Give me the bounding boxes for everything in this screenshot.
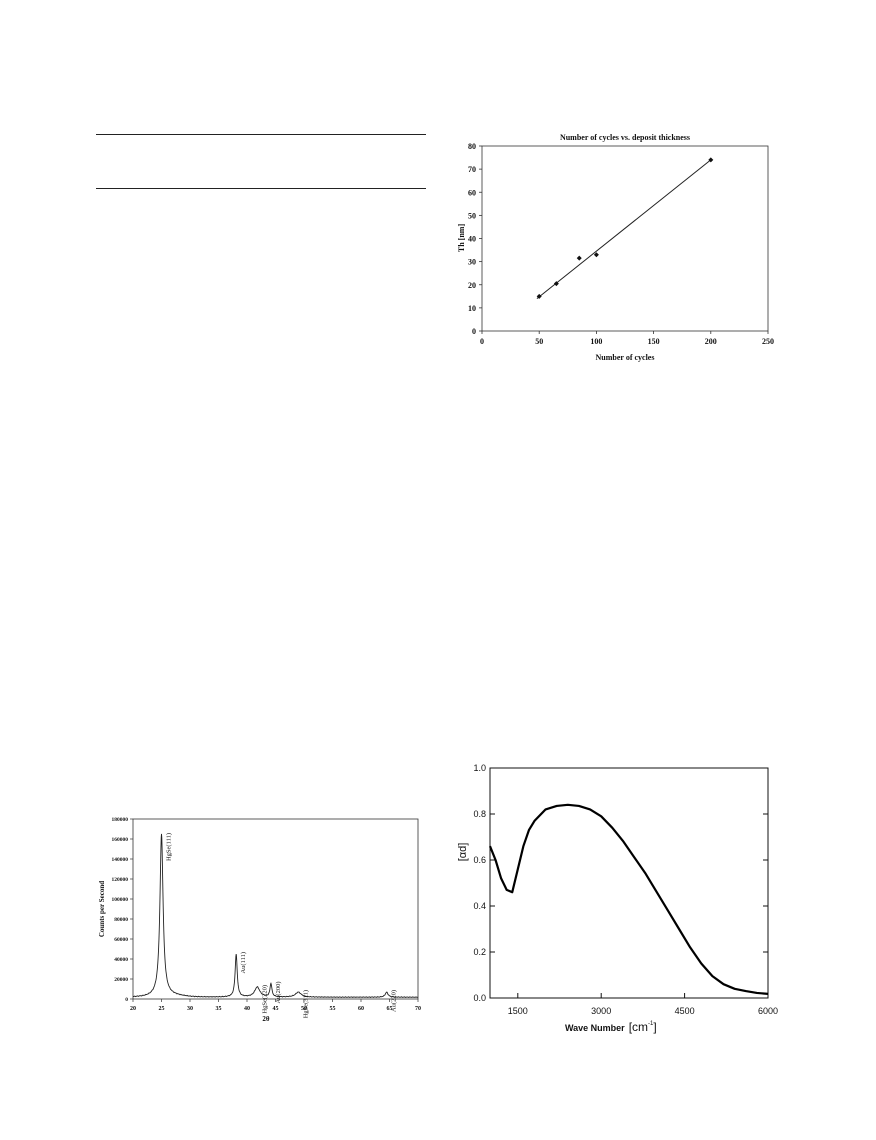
absorption-xlabel: Wave Number [cm-1] — [565, 1020, 657, 1034]
absorption-curve — [488, 803, 769, 995]
thickness-xtick-label: 150 — [648, 337, 660, 346]
absorption-ytick-label: 0.8 — [473, 809, 486, 819]
xrd-xtick-label: 40 — [244, 1006, 250, 1012]
xrd-xtick-label: 35 — [216, 1006, 222, 1012]
thickness-data-point — [593, 252, 599, 258]
thickness-xtick-label: 200 — [705, 337, 717, 346]
xrd-ytick-label: 60000 — [114, 937, 128, 943]
xrd-xtick-label: 70 — [415, 1006, 421, 1012]
xrd-ylabel: Counts per Second — [98, 881, 106, 937]
thickness-xtick-label: 100 — [590, 337, 602, 346]
xrd-xtick-label: 60 — [358, 1006, 364, 1012]
xrd-plot-frame — [132, 818, 419, 1000]
svg-text:Wave Number[cm-1]: Wave Number [cm-1] — [565, 1020, 657, 1034]
xrd-xtick-label: 65 — [387, 1006, 393, 1012]
xrd-xtick-label: 50 — [301, 1006, 307, 1012]
absorption-xtick-label: 6000 — [758, 1006, 778, 1016]
thickness-xtick-label: 250 — [762, 337, 774, 346]
absorption-plot-frame — [489, 767, 769, 999]
xrd-peak-label: Au(220) — [391, 990, 398, 1012]
xrd-xtick-label: 25 — [159, 1006, 165, 1012]
xrd-peak-label: Au(200) — [275, 982, 282, 1004]
xrd-ytick-label: 40000 — [114, 957, 128, 963]
thickness-data-point — [553, 281, 559, 287]
absorption-xtick-label: 3000 — [591, 1006, 611, 1016]
xrd-xtick-label: 20 — [130, 1006, 136, 1012]
xrd-peak-label: Au(111) — [240, 952, 247, 974]
thickness-ytick-label: 30 — [468, 258, 476, 267]
thickness-ytick-label: 10 — [468, 304, 476, 313]
xrd-xlabel: 2θ — [262, 1015, 270, 1023]
thickness-data-point — [576, 255, 582, 261]
xrd-peak-label: HgSe(111) — [166, 833, 173, 861]
thickness-xlabel: Number of cycles — [596, 353, 655, 362]
absorption-xtick-label: 4500 — [675, 1006, 695, 1016]
xrd-ytick-label: 140000 — [112, 857, 129, 863]
thickness-xtick-label: 50 — [535, 337, 543, 346]
thickness-ytick-label: 40 — [468, 235, 476, 244]
xrd-peak-label: HgSe(311) — [302, 990, 309, 1018]
thickness-ytick-label: 70 — [468, 165, 476, 174]
thickness-title: Number of cycles vs. deposit thickness — [560, 133, 690, 142]
xrd-ytick-label: 160000 — [112, 837, 129, 843]
xrd-ytick-label: 100000 — [112, 897, 129, 903]
thickness-plot-frame — [481, 145, 769, 332]
absorption-xunit: [cm — [629, 1020, 648, 1034]
table-top-rule — [96, 134, 426, 135]
xrd-ytick-label: 20000 — [114, 977, 128, 983]
absorption-xunit-sup: -1 — [648, 1021, 654, 1027]
table-bottom-rule — [96, 188, 426, 189]
absorption-chart: Wave Number [cm-1] [αd] 1500 3000 4500 6000 0… — [457, 763, 778, 1034]
thickness-xtick-label: 0 — [480, 337, 484, 346]
xrd-xtick-label: 55 — [330, 1006, 336, 1012]
absorption-ytick-label: 0.0 — [473, 993, 486, 1003]
thickness-ytick-label: 0 — [472, 327, 476, 336]
absorption-ytick-label: 0.6 — [473, 855, 486, 865]
absorption-ylabel: [αd] — [457, 843, 469, 862]
xrd-ytick-label: 120000 — [112, 877, 129, 883]
thickness-ytick-label: 50 — [468, 211, 476, 220]
xrd-ytick-label: 180000 — [112, 817, 129, 823]
thickness-ytick-label: 80 — [468, 142, 476, 151]
absorption-ytick-label: 1.0 — [473, 763, 486, 773]
thickness-ytick-label: 20 — [468, 281, 476, 290]
xrd-pattern-line — [132, 833, 419, 998]
absorption-ytick-label: 0.2 — [473, 947, 486, 957]
thickness-data-point — [536, 293, 542, 299]
absorption-xlabel-text: Wave Number — [565, 1023, 625, 1033]
thickness-ytick-label: 60 — [468, 188, 476, 197]
thickness-data-point — [708, 157, 714, 163]
absorption-xtick-label: 1500 — [508, 1006, 528, 1016]
absorption-ytick-label: 0.4 — [473, 901, 486, 911]
xrd-peak-label: HgSe(220) — [261, 985, 268, 1014]
xrd-ytick-label: 80000 — [114, 917, 128, 923]
xrd-xtick-label: 45 — [273, 1006, 279, 1012]
thickness-ylabel: Th [nm] — [457, 224, 466, 253]
thickness-fit-line — [536, 159, 712, 300]
xrd-ytick-label: 0 — [125, 997, 128, 1003]
absorption-xunit-close: ] — [653, 1020, 656, 1034]
xrd-xtick-label: 30 — [187, 1006, 193, 1012]
xrd-chart: 2θ Counts per Second 20 25 30 35 40 45 50 55 60 6… — [98, 817, 421, 1023]
thickness-chart: Number of cycles vs. deposit thickness N… — [457, 133, 774, 362]
